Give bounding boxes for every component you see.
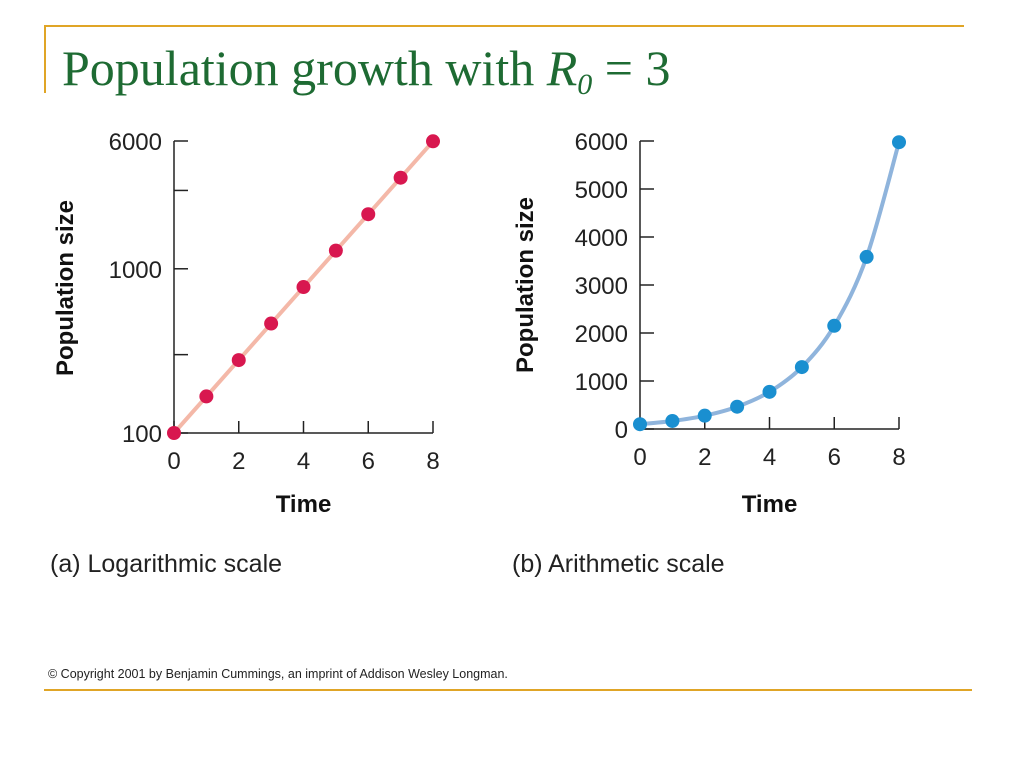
x-tick-label: 6 — [362, 448, 375, 475]
data-point — [665, 413, 680, 428]
data-point — [167, 426, 181, 440]
x-tick-label: 8 — [426, 448, 439, 475]
data-point — [859, 249, 874, 264]
data-point — [730, 399, 745, 414]
title-top-rule — [44, 25, 964, 27]
chart-caption: (a) Logarithmic scale — [50, 550, 282, 578]
data-point — [827, 318, 842, 333]
data-point — [361, 207, 376, 222]
slide-title-variable: R — [546, 40, 578, 96]
footer-rule — [44, 689, 972, 691]
y-tick-label: 5000 — [575, 177, 628, 204]
slide-title: Population growth with R0 = 3 — [62, 38, 670, 103]
y-tick-label: 1000 — [109, 257, 162, 284]
data-point — [199, 389, 214, 404]
y-axis-label: Population size — [512, 197, 539, 373]
y-axis-label: Population size — [52, 200, 79, 376]
data-point — [393, 170, 408, 185]
x-tick-label: 0 — [633, 444, 646, 471]
y-tick-label: 6000 — [575, 129, 628, 156]
x-tick-label: 4 — [297, 448, 310, 475]
data-point — [892, 135, 906, 150]
y-tick-label: 4000 — [575, 225, 628, 252]
copyright-notice: © Copyright 2001 by Benjamin Cummings, a… — [48, 667, 508, 681]
y-tick-label: 2000 — [575, 321, 628, 348]
x-axis-label: Time — [276, 491, 332, 518]
chart-arithmetic: 6000 5000 4000 3000 2000 1000 00 2 4 6 8 Time Popula… — [512, 129, 906, 578]
y-tick-label: 100 — [122, 421, 162, 448]
y-tick-label: 6000 — [109, 129, 162, 156]
y-tick-label: 1000 — [575, 369, 628, 396]
data-point — [264, 316, 279, 331]
x-tick-label: 8 — [892, 444, 905, 471]
data-point — [328, 243, 343, 258]
data-point — [762, 384, 777, 399]
x-tick-label: 4 — [763, 444, 776, 471]
slide-title-suffix: = 3 — [592, 40, 671, 96]
slide-title-prefix: Population growth with — [62, 40, 547, 96]
title-left-rule — [44, 25, 46, 93]
y-tick-label: 0 — [615, 417, 628, 444]
data-point — [426, 134, 440, 149]
chart-logarithmic: 6000 1000 1000 2 4 6 8 Time Population size (a) L… — [50, 129, 440, 578]
x-axis-label: Time — [742, 491, 798, 518]
x-tick-label: 6 — [828, 444, 841, 471]
x-tick-label: 2 — [698, 444, 711, 471]
data-point — [697, 408, 712, 423]
data-point — [231, 353, 246, 368]
chart-caption: (b) Arithmetic scale — [512, 550, 725, 578]
x-tick-label: 0 — [167, 448, 180, 475]
series-line — [638, 140, 901, 427]
y-tick-label: 3000 — [575, 273, 628, 300]
slide-title-subscript: 0 — [577, 68, 593, 101]
data-point — [633, 417, 647, 432]
data-point — [296, 280, 311, 295]
x-tick-label: 2 — [232, 448, 245, 475]
data-point — [794, 360, 809, 375]
